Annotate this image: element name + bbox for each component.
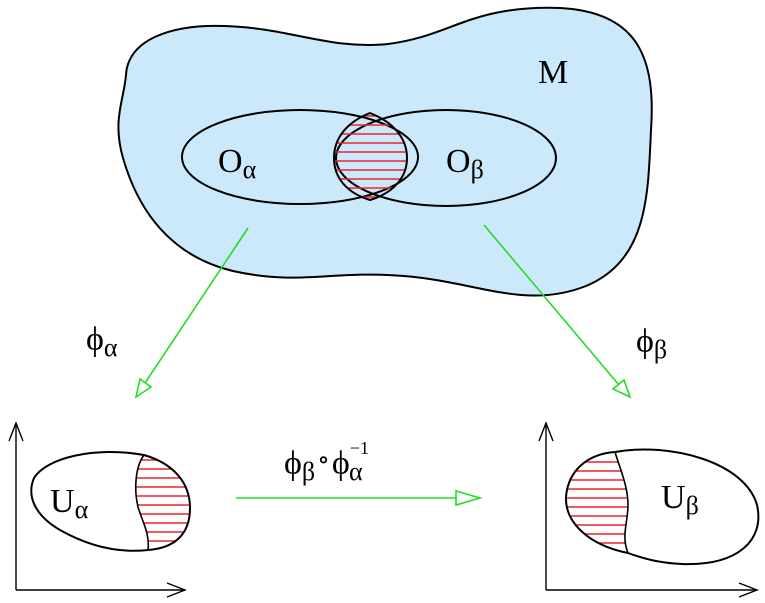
chart-map-alpha-arrow — [134, 227, 249, 399]
right-overlap-boundary — [614, 451, 629, 554]
open-set-alpha — [181, 109, 419, 205]
open-set-alpha-label: Oα — [218, 143, 257, 184]
left-overlap-boundary — [134, 454, 150, 551]
right-image-region — [564, 448, 760, 566]
right-coordinate-axes — [538, 421, 759, 598]
transition-map-label: ϕβ∘ϕ−1 α — [284, 438, 369, 486]
chart-map-beta-arrow — [483, 224, 632, 399]
chart-map-beta-label: ϕβ — [636, 323, 667, 364]
right-image-label: Uβ — [661, 479, 699, 520]
chart-map-alpha-label: ϕα — [86, 321, 118, 362]
manifold-label: M — [538, 54, 568, 91]
open-set-beta-label: Oβ — [446, 143, 484, 184]
left-image-region — [30, 450, 192, 552]
overlap-lens — [332, 111, 409, 202]
transition-map-arrow — [236, 489, 483, 507]
open-set-beta — [335, 109, 557, 207]
left-coordinate-axes — [8, 421, 187, 598]
left-image-label: Uα — [50, 483, 89, 524]
